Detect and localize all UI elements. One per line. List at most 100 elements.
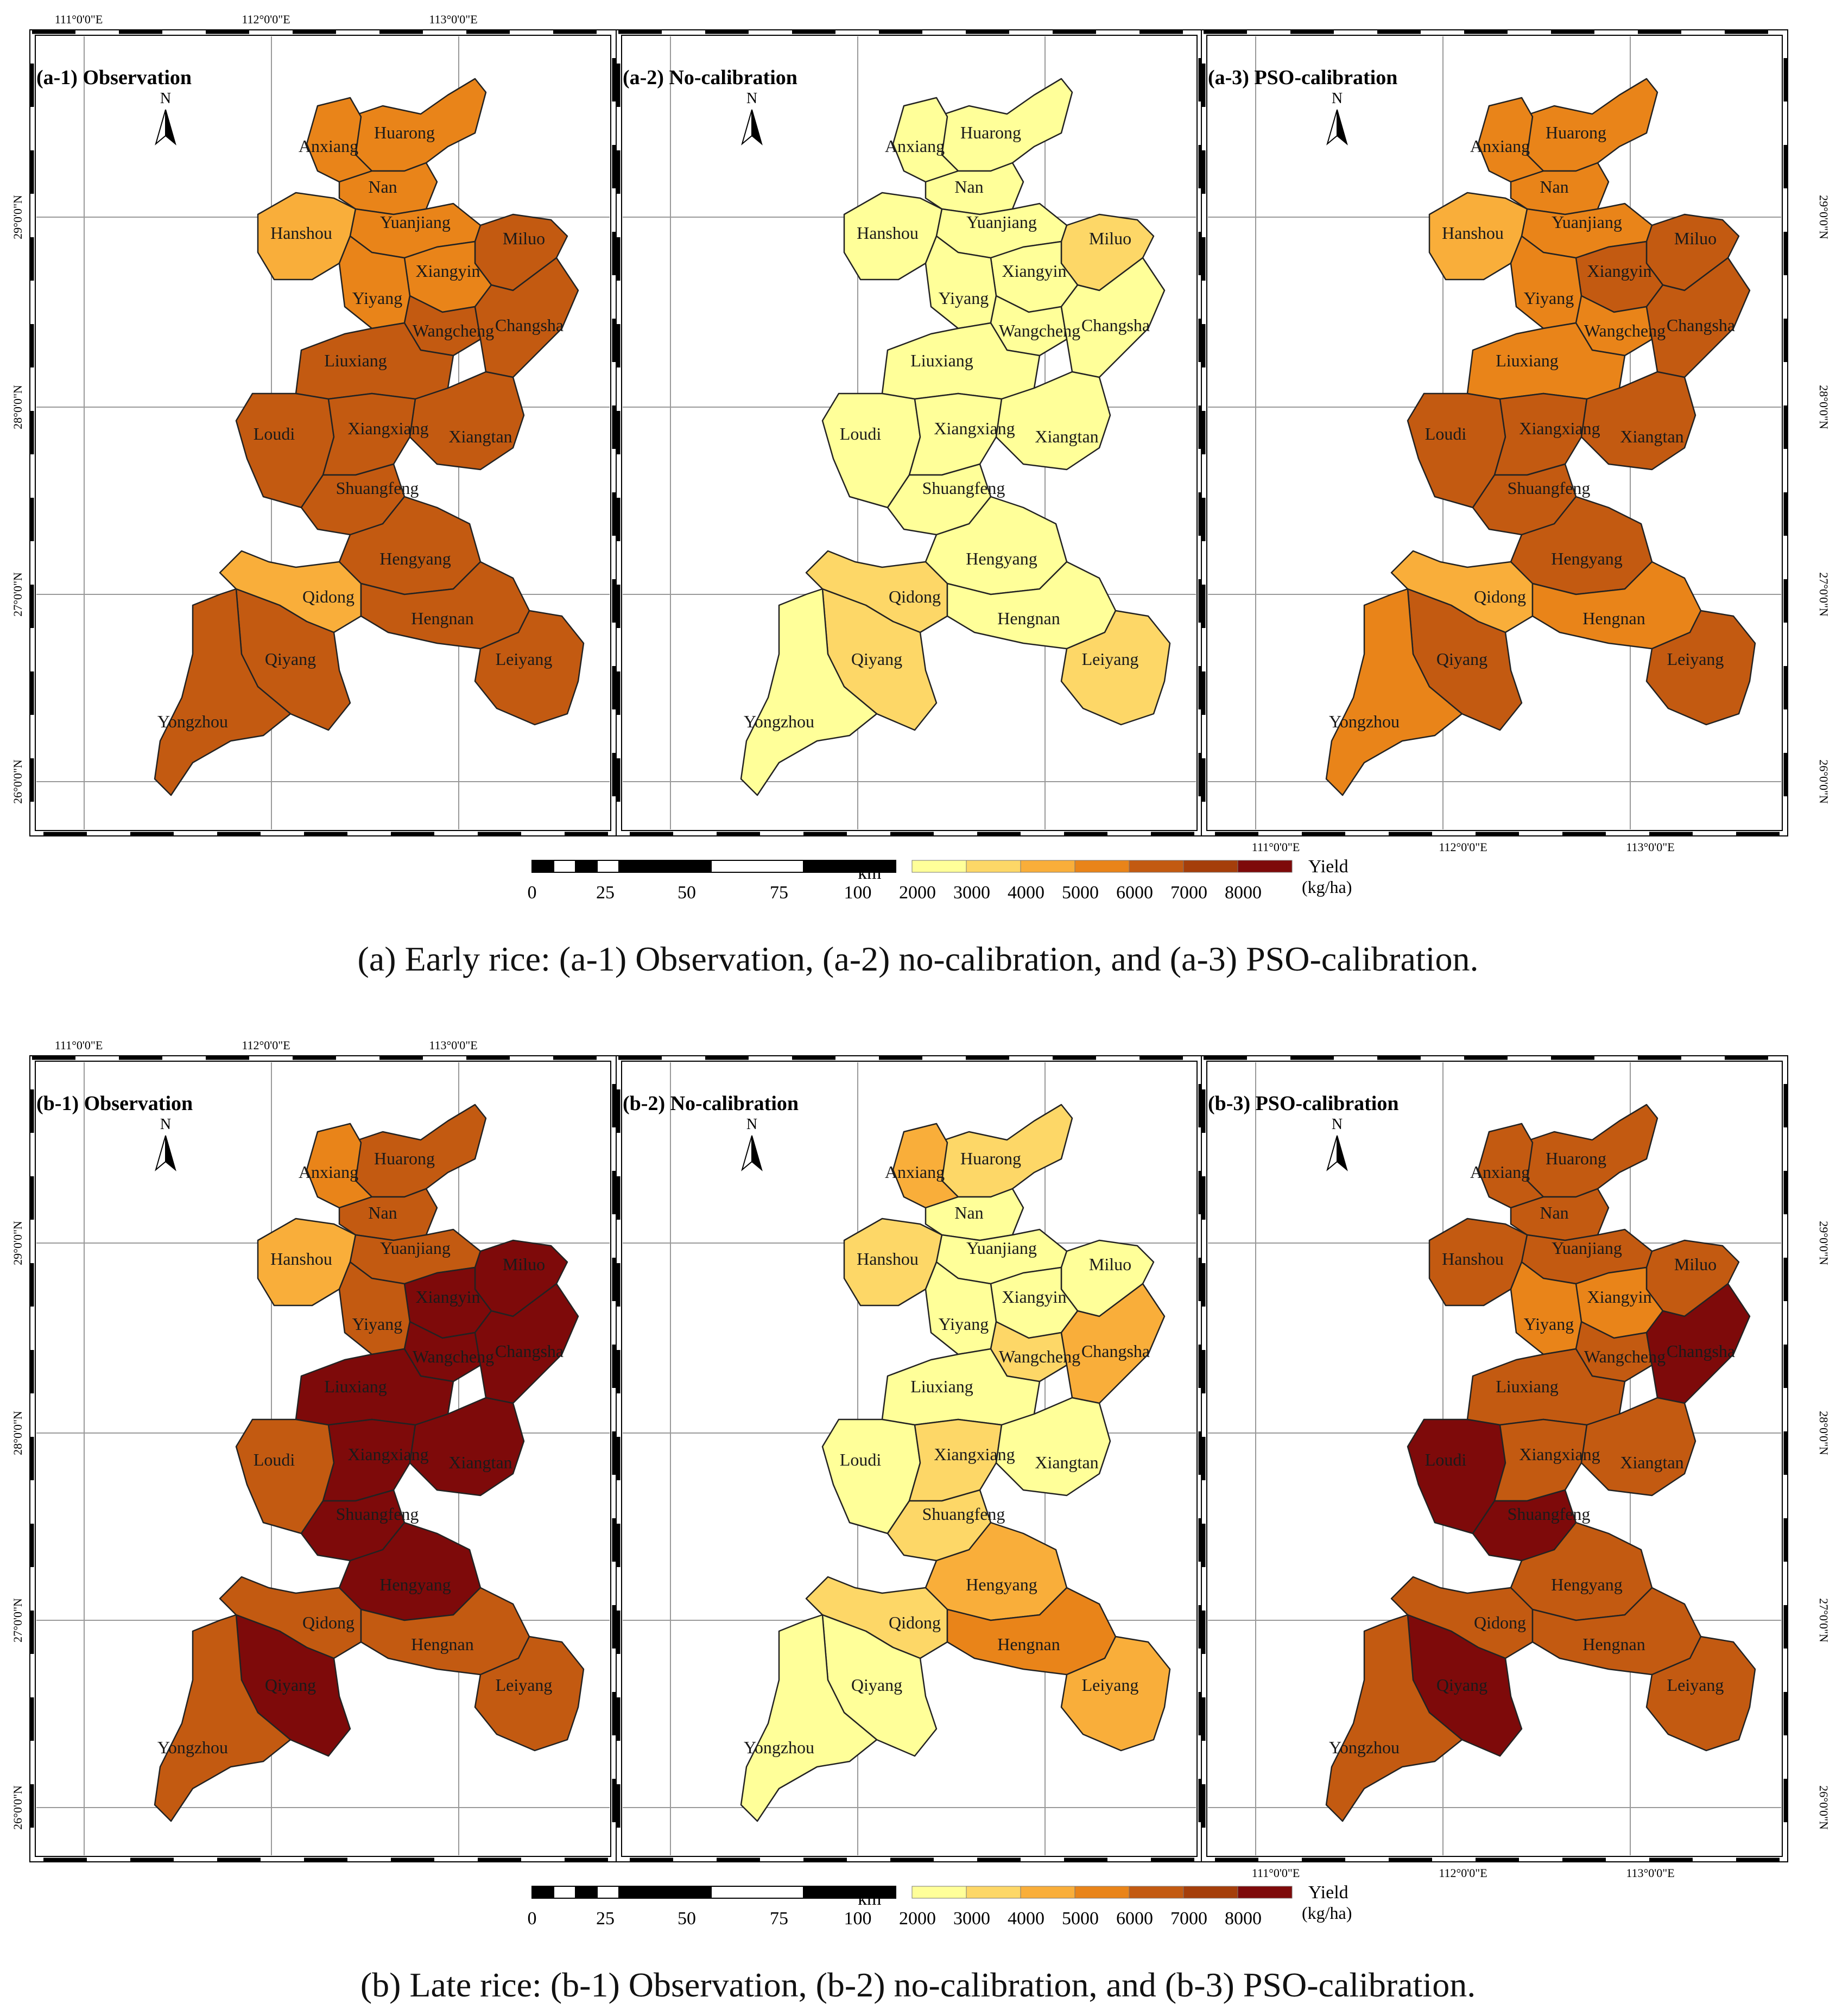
north-arrow-right bbox=[1337, 1135, 1348, 1171]
scale-bar-segment bbox=[597, 1886, 619, 1899]
county-label: Liuxiang bbox=[324, 351, 387, 370]
panel-title: (a-2) No-calibration bbox=[623, 66, 797, 89]
legend-swatch bbox=[911, 860, 967, 873]
north-label: N bbox=[160, 1116, 171, 1133]
county-label: Hengyang bbox=[1551, 549, 1623, 568]
north-arrow-right bbox=[165, 1135, 176, 1171]
north-arrow-icon: N bbox=[741, 1116, 763, 1171]
county-label: Xiangxiang bbox=[1519, 1444, 1600, 1464]
latitude-label-left: 27°0'0"N bbox=[11, 1598, 24, 1643]
county-label: Hengyang bbox=[966, 1575, 1037, 1594]
panel-border-ticks bbox=[30, 30, 616, 836]
longitude-label-bottom: 111°0'0"E bbox=[1252, 840, 1300, 854]
scale-bar-segment bbox=[711, 1886, 804, 1899]
county-label: Xiangyin bbox=[1002, 1287, 1066, 1307]
county-label: Hanshou bbox=[857, 223, 919, 243]
county-changsha bbox=[1645, 1283, 1751, 1404]
county-yongzhou bbox=[740, 1614, 878, 1822]
county-leiyang bbox=[1060, 1635, 1171, 1752]
latitude-label-right: 27°0'0"N bbox=[1817, 572, 1831, 617]
county-layer: Huarong Anxiang Nan Hanshou Yuanjiang Miluo Xi… bbox=[154, 1104, 585, 1822]
panel-inner-frame bbox=[35, 1061, 611, 1857]
latitude-label-right: 26°0'0"N bbox=[1817, 1785, 1831, 1830]
county-label: Miluo bbox=[1089, 1254, 1131, 1274]
latitude-label-left: 29°0'0"N bbox=[11, 195, 24, 239]
north-arrow-icon: N bbox=[1326, 90, 1348, 145]
county-layer: Huarong Anxiang Nan Hanshou Yuanjiang Miluo Xi… bbox=[740, 1104, 1171, 1822]
county-label: Qiyang bbox=[1436, 1675, 1487, 1695]
longitude-label-bottom: 111°0'0"E bbox=[1252, 1866, 1300, 1880]
county-label: Yuanjiang bbox=[1552, 1238, 1622, 1258]
county-label: Yongzhou bbox=[157, 1738, 228, 1757]
county-nan bbox=[1510, 162, 1610, 215]
scale-bar-tick: 0 bbox=[528, 883, 537, 903]
scale-bar-segment bbox=[531, 860, 554, 873]
legend-swatch bbox=[1074, 1886, 1130, 1899]
latitude-label-right: 28°0'0"N bbox=[1817, 385, 1831, 429]
legend-swatch bbox=[1020, 860, 1075, 873]
legend-swatch bbox=[1237, 1886, 1293, 1899]
panel-border-ticks bbox=[1201, 1056, 1788, 1862]
county-label: Wangcheng bbox=[1584, 1347, 1666, 1366]
map-panel-0-0: Huarong Anxiang Nan Hanshou Yuanjiang Miluo Xi… bbox=[29, 29, 617, 836]
county-label: Wangcheng bbox=[999, 321, 1080, 340]
longitude-label-bottom: 112°0'0"E bbox=[1439, 1866, 1487, 1880]
legend-title: Yield bbox=[1308, 1882, 1348, 1903]
panel-border-ticks bbox=[1201, 30, 1788, 836]
county-label: Anxiang bbox=[299, 1162, 358, 1182]
county-label: Yiyang bbox=[1524, 1314, 1574, 1334]
county-label: Yongzhou bbox=[157, 712, 228, 731]
legend-break: 7000 bbox=[1170, 883, 1207, 903]
county-label: Shuangfeng bbox=[922, 1504, 1005, 1524]
county-label: Qiyang bbox=[265, 1675, 316, 1695]
county-label: Yongzhou bbox=[1329, 1738, 1400, 1757]
panel-title: (b-1) Observation bbox=[36, 1092, 193, 1115]
county-label: Huarong bbox=[960, 123, 1021, 142]
scale-bar-tick: 100 bbox=[844, 883, 872, 903]
scale-bar-tick: 75 bbox=[770, 883, 788, 903]
county-label: Yuanjiang bbox=[1552, 212, 1622, 232]
scale-bar-tick: 25 bbox=[596, 1909, 615, 1929]
county-label: Loudi bbox=[840, 1450, 882, 1469]
scale-bar-tick: 25 bbox=[596, 883, 615, 903]
county-label: Liuxiang bbox=[910, 351, 973, 370]
legend-swatch bbox=[1020, 1886, 1075, 1899]
scale-bar-unit: km bbox=[858, 863, 881, 883]
scale-bar-segment bbox=[803, 1886, 896, 1899]
county-changsha bbox=[1060, 257, 1166, 378]
latitude-label-left: 28°0'0"N bbox=[11, 1411, 24, 1455]
legend-break: 5000 bbox=[1062, 883, 1099, 903]
county-label: Hanshou bbox=[857, 1249, 919, 1269]
scale-bar-unit: km bbox=[858, 1889, 881, 1909]
county-label: Qidong bbox=[1474, 587, 1526, 606]
county-label: Loudi bbox=[840, 424, 882, 443]
county-label: Xiangxiang bbox=[934, 1444, 1015, 1464]
legend-swatch bbox=[1183, 860, 1238, 873]
map-panel-0-2: Huarong Anxiang Nan Hanshou Yuanjiang Miluo Xi… bbox=[1201, 29, 1788, 836]
longitude-label-bottom: 112°0'0"E bbox=[1439, 840, 1487, 854]
county-label: Liuxiang bbox=[1496, 351, 1559, 370]
county-label: Xiangxiang bbox=[1519, 419, 1600, 438]
latitude-label-right: 26°0'0"N bbox=[1817, 759, 1831, 804]
county-changsha bbox=[1060, 1283, 1166, 1404]
county-label: Qidong bbox=[1474, 1613, 1526, 1632]
county-label: Qidong bbox=[889, 587, 941, 606]
county-label: Yuanjiang bbox=[966, 212, 1037, 232]
county-label: Xiangtan bbox=[1620, 427, 1683, 446]
county-label: Yongzhou bbox=[1329, 712, 1400, 731]
county-label: Yongzhou bbox=[744, 712, 814, 731]
legend-swatch bbox=[1129, 860, 1184, 873]
legend-swatch bbox=[1074, 860, 1130, 873]
panel-inner-frame bbox=[35, 35, 611, 831]
county-label: Shuangfeng bbox=[922, 478, 1005, 498]
map-panel-1-1: Huarong Anxiang Nan Hanshou Yuanjiang Miluo Xi… bbox=[616, 1055, 1203, 1862]
north-arrow-icon: N bbox=[1326, 1116, 1348, 1171]
county-label: Nan bbox=[1540, 177, 1568, 196]
county-label: Hanshou bbox=[1442, 223, 1504, 243]
county-yongzhou bbox=[1325, 588, 1463, 796]
county-label: Qiyang bbox=[265, 649, 316, 669]
county-label: Loudi bbox=[254, 1450, 295, 1469]
scale-bar: km 0 25 50 75 100 bbox=[528, 1886, 896, 1929]
north-label: N bbox=[1332, 1116, 1343, 1133]
county-changsha bbox=[474, 257, 579, 378]
